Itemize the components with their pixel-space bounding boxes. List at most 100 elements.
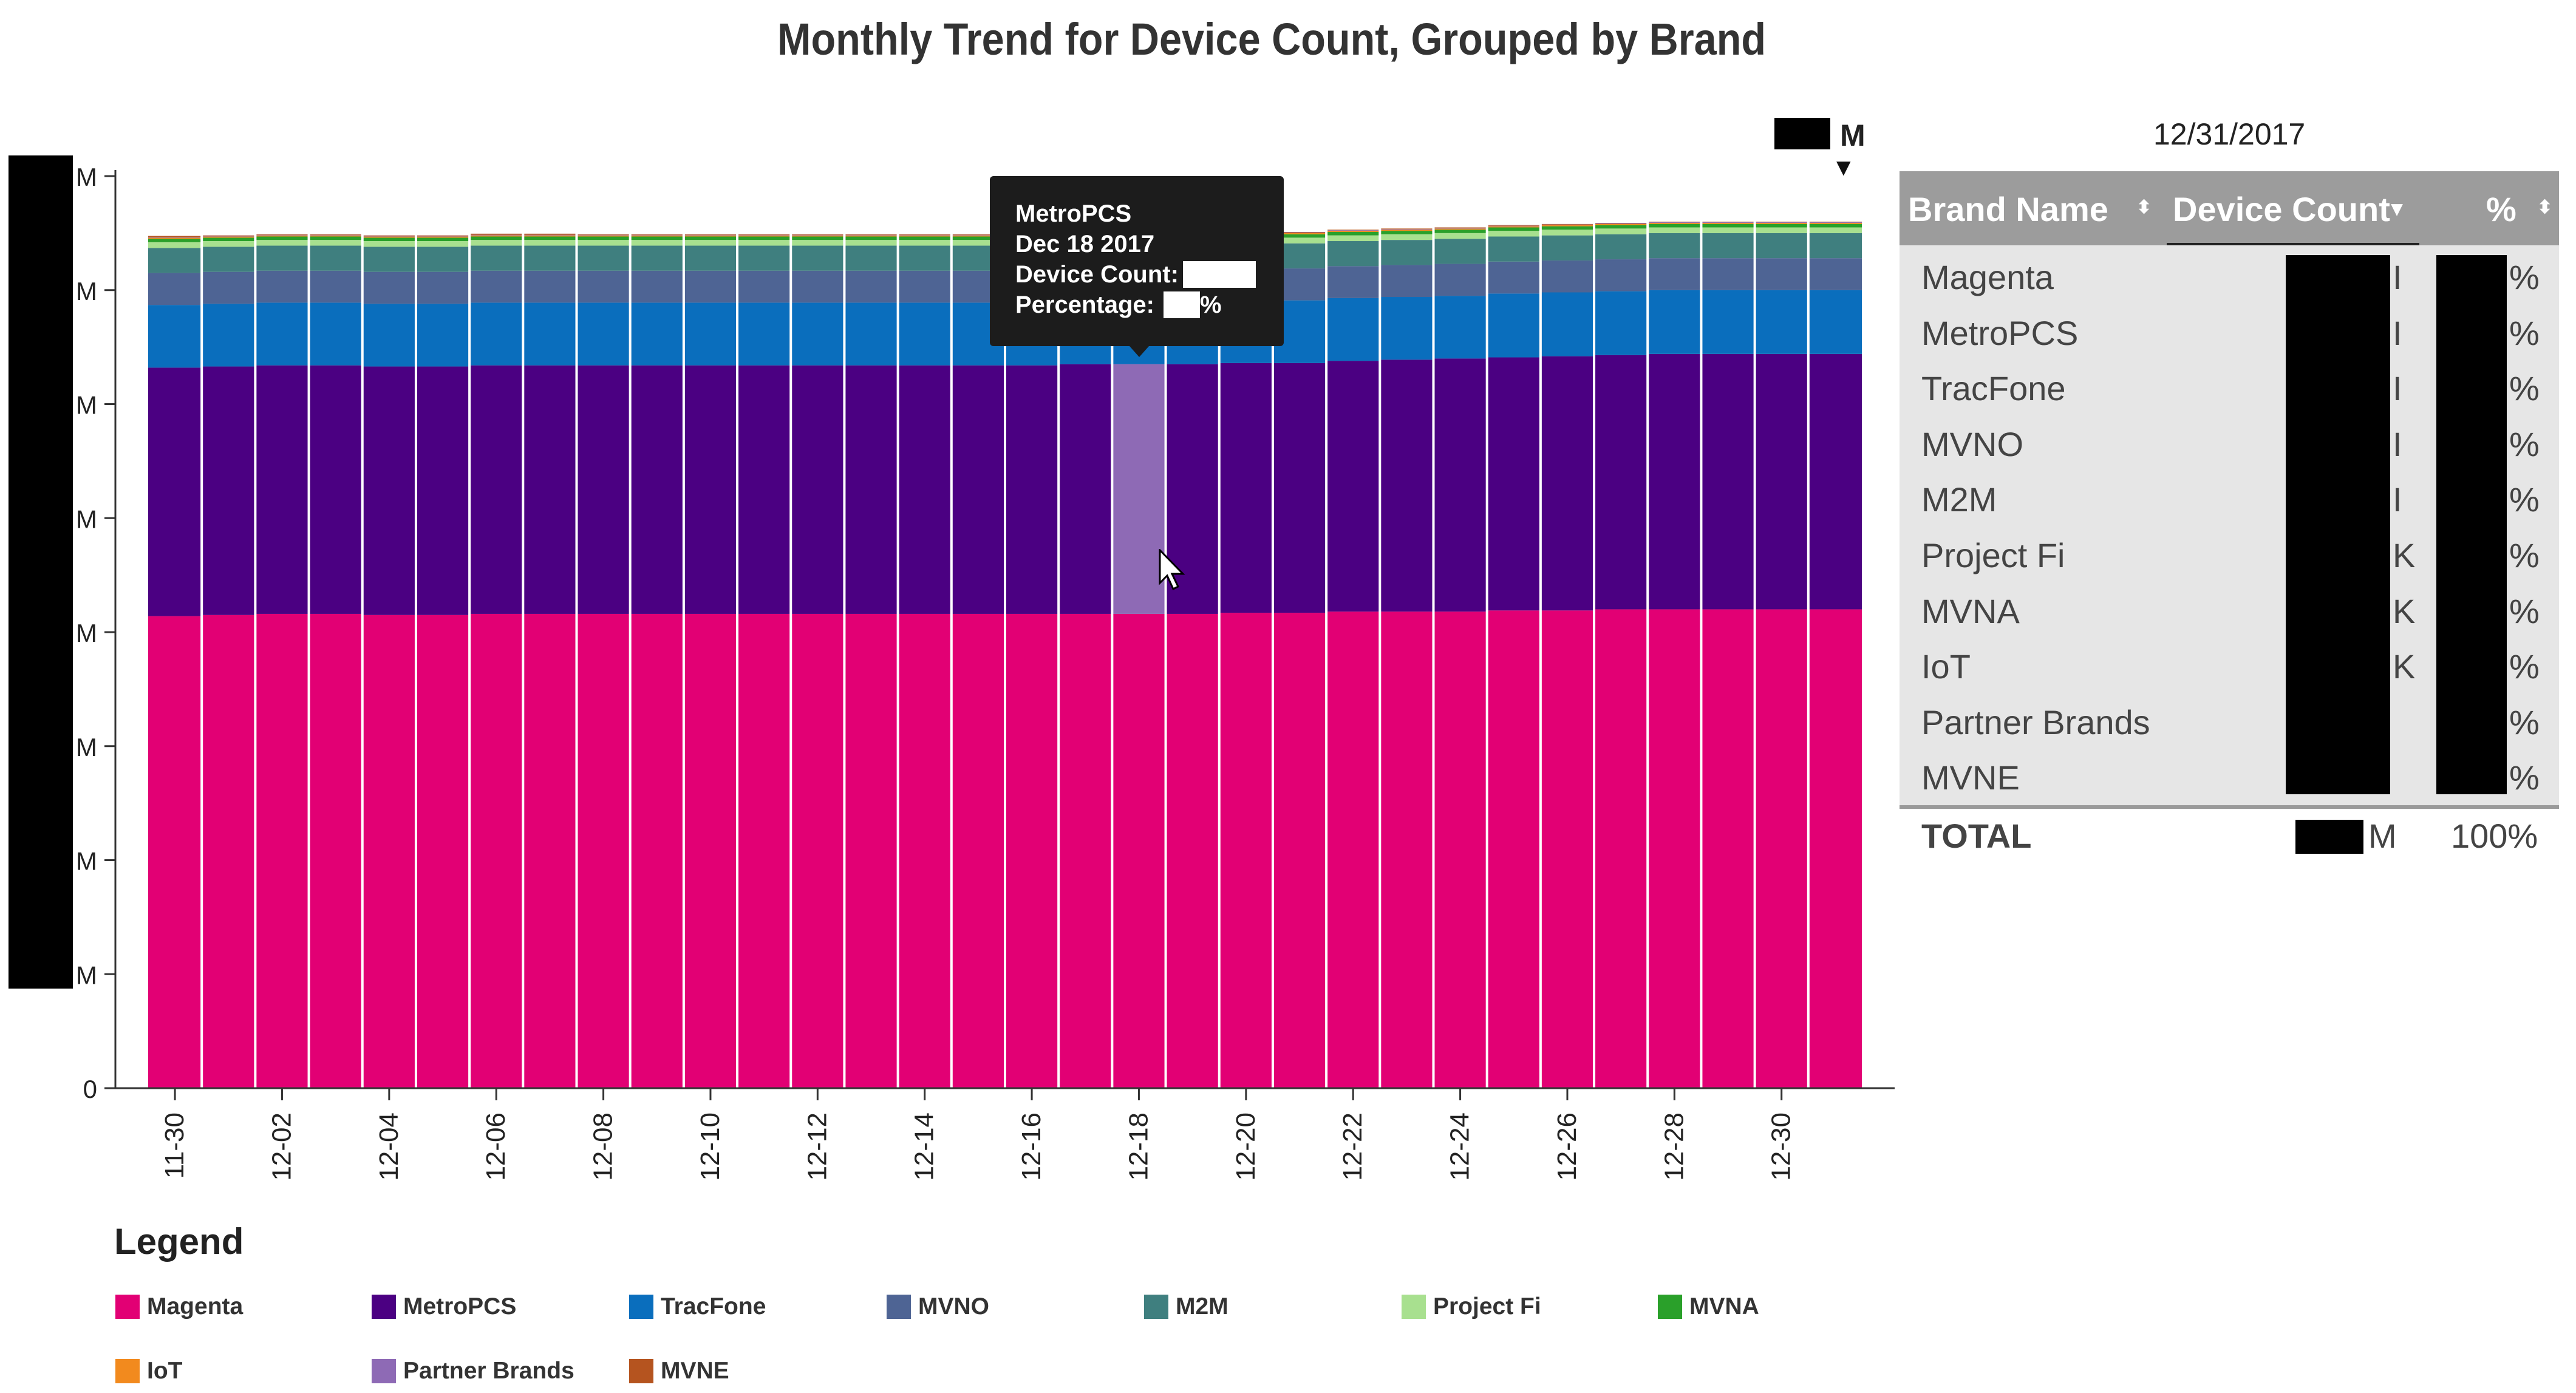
bar-segment[interactable] xyxy=(1380,265,1434,298)
bar-segment[interactable] xyxy=(308,234,363,235)
bar-segment[interactable] xyxy=(1754,258,1808,290)
bar-segment[interactable] xyxy=(1808,222,1862,223)
bar-segment[interactable] xyxy=(1647,222,1702,223)
bar-segment[interactable] xyxy=(308,245,363,271)
legend-item[interactable]: M2M xyxy=(1144,1293,1228,1320)
bar-segment[interactable] xyxy=(523,245,577,271)
bar-segment[interactable] xyxy=(1487,236,1541,262)
bar-segment[interactable] xyxy=(737,234,791,236)
bar-segment[interactable] xyxy=(1433,296,1487,359)
legend-item[interactable]: MVNA xyxy=(1658,1293,1759,1320)
bar-segment[interactable] xyxy=(791,240,845,246)
bar-segment[interactable] xyxy=(415,236,470,238)
bar-segment[interactable] xyxy=(630,245,684,271)
bar-segment[interactable] xyxy=(469,235,523,237)
bar-segment[interactable] xyxy=(308,270,363,303)
bar-segment[interactable] xyxy=(148,273,202,305)
bar-segment[interactable] xyxy=(148,237,202,239)
bar-segment[interactable] xyxy=(951,613,1005,1088)
bar-segment[interactable] xyxy=(1701,222,1755,224)
bar-segment[interactable] xyxy=(1487,293,1541,358)
bar-segment[interactable] xyxy=(308,613,363,1088)
bar-segment[interactable] xyxy=(791,236,845,240)
bar-segment[interactable] xyxy=(308,240,363,246)
bar-segment[interactable] xyxy=(1594,223,1648,224)
bar-segment[interactable] xyxy=(844,302,898,366)
bar-segment[interactable] xyxy=(576,234,630,235)
bar-segment[interactable] xyxy=(791,234,845,235)
bar-segment[interactable] xyxy=(844,365,898,614)
bar-segment[interactable] xyxy=(1380,230,1434,231)
bar-segment[interactable] xyxy=(308,365,363,614)
bar-segment[interactable] xyxy=(308,234,363,236)
bar-segment[interactable] xyxy=(1540,356,1595,611)
bar-segment[interactable] xyxy=(737,240,791,246)
bar-segment[interactable] xyxy=(469,365,523,614)
bar-segment[interactable] xyxy=(1219,613,1273,1088)
bar-segment[interactable] xyxy=(1647,258,1702,290)
bar-segment[interactable] xyxy=(415,247,470,272)
bar-segment[interactable] xyxy=(1487,226,1541,228)
bar-segment[interactable] xyxy=(1380,359,1434,612)
bar-segment[interactable] xyxy=(844,613,898,1088)
bar-segment[interactable] xyxy=(1380,229,1434,230)
bar-segment[interactable] xyxy=(1165,613,1219,1088)
bar-segment[interactable] xyxy=(737,234,791,235)
bar-segment[interactable] xyxy=(1594,291,1648,355)
bar-segment[interactable] xyxy=(1540,226,1595,230)
bar-segment[interactable] xyxy=(523,233,577,235)
bar-segment[interactable] xyxy=(469,236,523,240)
bar-segment[interactable] xyxy=(308,235,363,237)
bar-segment[interactable] xyxy=(1808,227,1862,233)
bar-segment[interactable] xyxy=(202,615,256,1088)
units-selector[interactable]: M xyxy=(1840,118,1866,152)
bar-segment[interactable] xyxy=(1058,364,1113,614)
bar-segment[interactable] xyxy=(630,302,684,366)
bar-segment[interactable] xyxy=(523,236,577,240)
bar-segment[interactable] xyxy=(1380,297,1434,360)
bar-segment[interactable] xyxy=(1272,363,1327,613)
bar-segment[interactable] xyxy=(898,235,952,237)
bar-segment[interactable] xyxy=(1701,223,1755,228)
bar-segment[interactable] xyxy=(1808,353,1862,610)
bar-segment[interactable] xyxy=(630,240,684,246)
bar-segment[interactable] xyxy=(951,365,1005,614)
bar-segment[interactable] xyxy=(898,245,952,271)
bar-segment[interactable] xyxy=(1594,609,1648,1088)
bar-segment[interactable] xyxy=(791,270,845,303)
bar-segment[interactable] xyxy=(1540,225,1595,226)
bar-segment[interactable] xyxy=(898,270,952,303)
bar-segment[interactable] xyxy=(737,245,791,271)
bar-segment[interactable] xyxy=(202,236,256,237)
bar-segment[interactable] xyxy=(362,615,416,1088)
bar-segment[interactable] xyxy=(202,236,256,238)
bar-segment[interactable] xyxy=(898,613,952,1088)
bar-segment[interactable] xyxy=(576,245,630,271)
bar-segment[interactable] xyxy=(683,270,738,303)
bar-segment[interactable] xyxy=(951,234,1005,235)
bar-segment[interactable] xyxy=(255,236,309,240)
bar-segment[interactable] xyxy=(1701,227,1755,233)
bar-segment[interactable] xyxy=(148,239,202,242)
bar-segment[interactable] xyxy=(1058,613,1113,1088)
bar-segment[interactable] xyxy=(1540,610,1595,1088)
bar-segment[interactable] xyxy=(683,240,738,246)
bar-segment[interactable] xyxy=(362,271,416,304)
bar-segment[interactable] xyxy=(255,365,309,614)
bar-segment[interactable] xyxy=(1647,609,1702,1088)
bar-segment[interactable] xyxy=(1540,260,1595,293)
bar-segment[interactable] xyxy=(1754,609,1808,1088)
bar-segment[interactable] xyxy=(1540,223,1595,225)
bar-segment[interactable] xyxy=(1540,230,1595,236)
bar-segment[interactable] xyxy=(1380,234,1434,240)
bar-segment[interactable] xyxy=(1433,264,1487,296)
bar-segment[interactable] xyxy=(576,365,630,614)
legend-item[interactable]: Magenta xyxy=(115,1293,243,1320)
bar-segment[interactable] xyxy=(1005,365,1059,614)
bar-segment[interactable] xyxy=(1433,611,1487,1088)
sort-count-icon[interactable]: ▾ xyxy=(2391,196,2403,220)
bar-segment[interactable] xyxy=(576,613,630,1088)
bar-segment[interactable] xyxy=(791,365,845,614)
bar-segment[interactable] xyxy=(1272,233,1327,234)
bar-segment[interactable] xyxy=(1647,353,1702,610)
